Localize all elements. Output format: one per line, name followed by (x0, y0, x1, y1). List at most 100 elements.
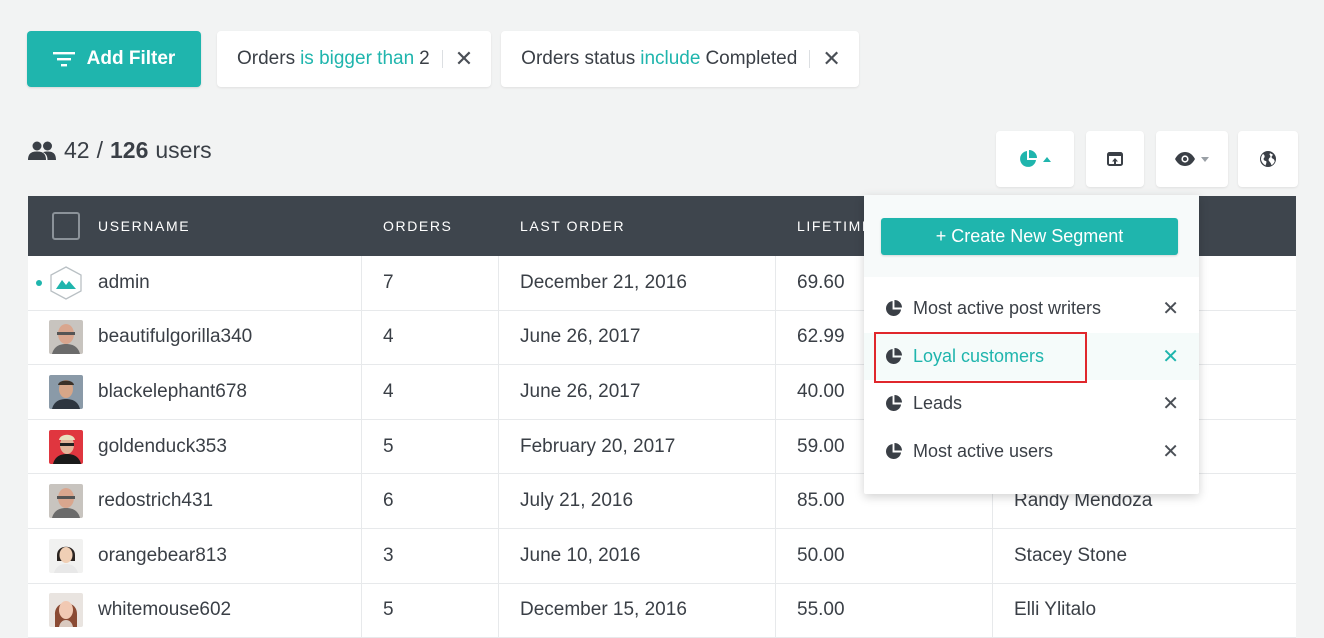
eye-icon (1175, 152, 1195, 166)
remove-segment-icon[interactable]: ✕ (1162, 440, 1179, 463)
remove-segment-icon[interactable]: ✕ (1162, 298, 1179, 321)
count-separator: / (96, 137, 103, 163)
pie-chart-icon (886, 395, 902, 412)
export-button[interactable] (1086, 131, 1144, 187)
cell-orders: 7 (362, 256, 499, 310)
table-row[interactable]: redostrich431 6 July 21, 2016 85.00 Rand… (28, 474, 1296, 529)
cell-orders: 4 (362, 365, 499, 419)
username[interactable]: blackelephant678 (98, 380, 247, 402)
remove-segment-icon[interactable]: ✕ (1162, 393, 1179, 416)
segment-item-leads[interactable]: Leads ✕ (864, 380, 1199, 428)
cell-orders: 3 (362, 528, 499, 583)
avatar (49, 320, 83, 355)
avatar (49, 374, 83, 409)
create-segment-button[interactable]: + Create New Segment (881, 217, 1178, 255)
count-unit: users (155, 137, 212, 163)
add-filter-button[interactable]: Add Filter (27, 31, 201, 87)
cell-orders: 6 (362, 474, 499, 528)
cell-lifetime: 85.00 (776, 474, 993, 528)
user-count: 42 / 126 users (28, 137, 212, 164)
header-username-label[interactable]: USERNAME (98, 218, 191, 234)
filter-value: Completed (705, 48, 798, 69)
segment-item-loyal-customers[interactable]: Loyal customers ✕ (864, 331, 1199, 383)
segments-button[interactable] (996, 131, 1074, 187)
avatar (49, 538, 83, 573)
cell-username: beautifulgorilla340 (28, 310, 362, 365)
cell-username: orangebear813 (28, 528, 362, 583)
cell-orders: 5 (362, 419, 499, 474)
table-row[interactable]: orangebear813 3 June 10, 2016 50.00 Stac… (28, 528, 1296, 584)
cell-username: redostrich431 (28, 474, 362, 528)
segment-label: Most active post writers (913, 298, 1102, 319)
cell-lifetime: 50.00 (776, 528, 993, 583)
avatar (49, 484, 83, 519)
avatar (49, 265, 83, 300)
segment-label: Most active users (913, 440, 1054, 461)
cell-name: Elli Ylitalo (1014, 599, 1097, 621)
avatar (49, 429, 83, 464)
caret-down-icon (1201, 156, 1209, 162)
total-count: 126 (109, 137, 149, 163)
filter-operator: include (640, 48, 701, 69)
select-all-checkbox[interactable] (52, 212, 80, 240)
filter-chip-orders-status[interactable]: Orders status include Completed ✕ (501, 31, 859, 87)
cell-lifetime: 55.00 (776, 583, 993, 638)
segment-item-most-active-users[interactable]: Most active users ✕ (864, 428, 1199, 476)
chip-divider (809, 50, 811, 68)
cell-last-order: June 26, 2017 (499, 365, 776, 419)
avatar (49, 593, 83, 628)
cell-orders: 5 (362, 583, 499, 638)
header-orders[interactable]: ORDERS (383, 218, 453, 234)
cell-last-order: June 10, 2016 (499, 528, 776, 583)
cell-username: goldenduck353 (28, 419, 362, 474)
pie-chart-icon (886, 300, 902, 317)
segment-label: Leads (913, 393, 963, 414)
dropdown-spacer (864, 277, 1199, 285)
filter-field: Orders (237, 48, 296, 69)
online-indicator (36, 279, 42, 286)
export-icon (1107, 152, 1123, 166)
cell-username: blackelephant678 (28, 365, 362, 419)
cell-orders: 4 (362, 310, 499, 365)
header-username: USERNAME (28, 196, 362, 256)
filter-operator: is bigger than (300, 48, 415, 69)
cell-last-order: February 20, 2017 (499, 419, 776, 474)
filter-field: Orders status (521, 48, 636, 69)
username[interactable]: whitemouse602 (98, 599, 232, 621)
username[interactable]: beautifulgorilla340 (98, 326, 253, 348)
shown-count: 42 (64, 137, 90, 163)
segment-item-most-active-post-writers[interactable]: Most active post writers ✕ (864, 285, 1199, 333)
filter-icon (52, 52, 75, 67)
username[interactable]: orangebear813 (98, 544, 227, 566)
username[interactable]: goldenduck353 (98, 435, 227, 457)
header-last-order[interactable]: LAST ORDER (520, 218, 626, 234)
visibility-button[interactable] (1156, 131, 1228, 187)
globe-icon (1260, 151, 1276, 167)
segment-label: Loyal customers (913, 345, 1045, 366)
username[interactable]: admin (98, 271, 150, 293)
segments-dropdown: + Create New Segment Most active post wr… (864, 195, 1199, 494)
cell-username: admin (28, 256, 362, 310)
cell-last-order: December 21, 2016 (499, 256, 776, 310)
username[interactable]: redostrich431 (98, 490, 214, 512)
caret-up-icon (1043, 156, 1051, 162)
filter-chip-orders[interactable]: Orders is bigger than 2 ✕ (217, 31, 492, 87)
table-header: USERNAME ORDERS LAST ORDER LIFETIME (28, 196, 1296, 256)
remove-filter-icon[interactable]: ✕ (822, 46, 841, 71)
cell-last-order: July 21, 2016 (499, 474, 776, 528)
pie-chart-icon (886, 347, 902, 364)
cell-last-order: December 15, 2016 (499, 583, 776, 638)
cell-last-order: June 26, 2017 (499, 310, 776, 365)
globe-button[interactable] (1238, 131, 1298, 187)
remove-segment-icon[interactable]: ✕ (1162, 345, 1179, 368)
filter-bar: Add Filter Orders is bigger than 2 ✕ Ord… (27, 31, 859, 87)
header-lifetime[interactable]: LIFETIME (797, 218, 873, 234)
remove-filter-icon[interactable]: ✕ (454, 46, 474, 71)
cell-username: whitemouse602 (28, 583, 362, 638)
add-filter-label: Add Filter (86, 48, 176, 69)
chip-divider (441, 50, 443, 68)
filter-value: 2 (419, 48, 430, 69)
users-icon (28, 141, 56, 160)
table-row[interactable]: whitemouse602 5 December 15, 2016 55.00 … (28, 583, 1296, 638)
cell-name: Stacey Stone (1014, 544, 1128, 566)
